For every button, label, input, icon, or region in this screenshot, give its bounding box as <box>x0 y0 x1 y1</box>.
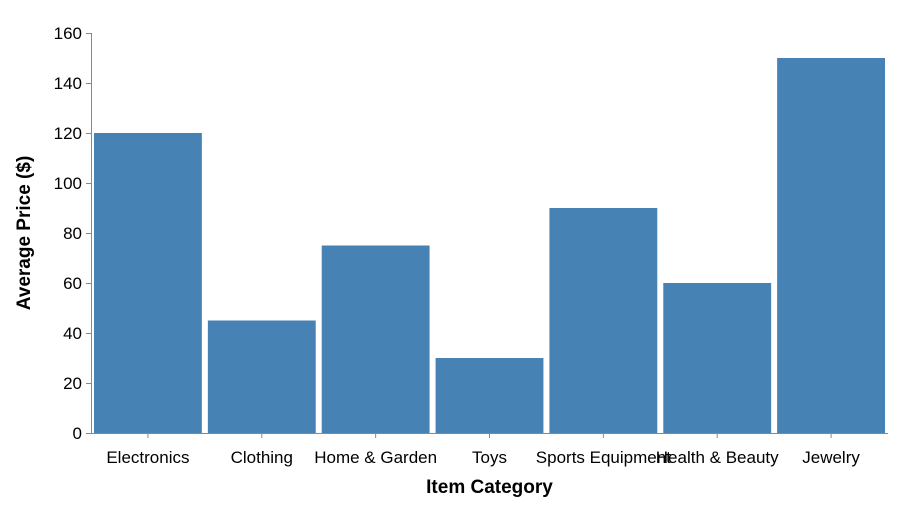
y-tick-label: 0 <box>73 424 82 443</box>
y-tick-label: 140 <box>54 74 82 93</box>
x-tick-label: Clothing <box>231 448 293 467</box>
y-tick-label: 100 <box>54 174 82 193</box>
y-tick-label: 40 <box>63 324 82 343</box>
bar-health-beauty <box>663 283 772 433</box>
bars-layer <box>94 58 885 433</box>
bar-home-garden <box>321 245 430 433</box>
x-tick-label: Electronics <box>106 448 189 467</box>
y-axis-title: Average Price ($) <box>14 156 35 311</box>
x-axis: Electronics Clothing Home & Garden Toys Spor… <box>91 433 888 467</box>
x-tick-label: Sports Equipment <box>536 448 671 467</box>
y-tick-label: 160 <box>54 24 82 43</box>
x-axis-title: Item Category <box>426 477 553 498</box>
bar-toys <box>435 358 544 433</box>
y-axis: 0 20 40 60 80 100 120 140 160 <box>54 24 92 443</box>
y-tick-label: 80 <box>63 224 82 243</box>
bar-sports-equipment <box>549 208 658 433</box>
y-tick-label: 20 <box>63 374 82 393</box>
bar-jewelry <box>777 58 885 433</box>
x-tick-label: Home & Garden <box>314 448 437 467</box>
y-tick-label: 120 <box>54 124 82 143</box>
y-tick-label: 60 <box>63 274 82 293</box>
x-tick-label: Toys <box>472 448 507 467</box>
bar-clothing <box>207 320 316 433</box>
bar-electronics <box>94 133 202 433</box>
x-tick-label: Health & Beauty <box>656 448 779 467</box>
x-tick-label: Jewelry <box>802 448 860 467</box>
